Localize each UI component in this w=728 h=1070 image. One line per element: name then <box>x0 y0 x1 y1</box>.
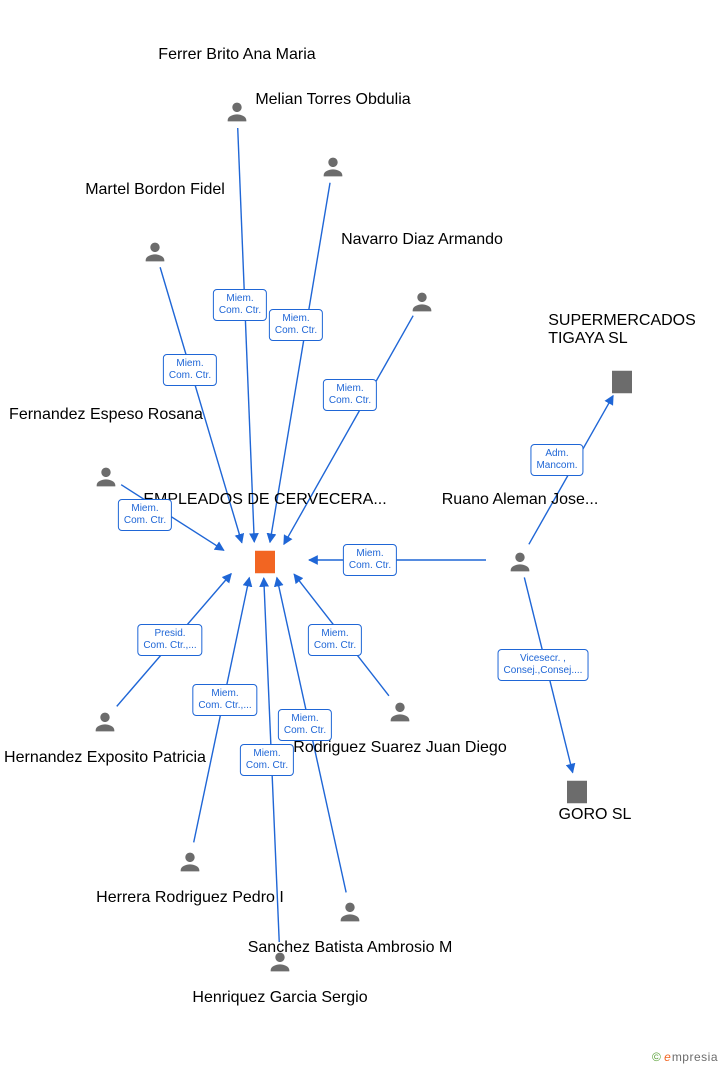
edge-label-ruano-empleados: Miem. Com. Ctr. <box>343 544 397 576</box>
person-icon <box>506 548 534 576</box>
node-label: Herrera Rodriguez Pedro I <box>96 889 284 907</box>
node-label: Fernandez Espeso Rosana <box>9 406 203 424</box>
edge-label-rodriguez-empleados: Miem. Com. Ctr. <box>308 624 362 656</box>
footer-credit: © empresia <box>652 1050 718 1064</box>
node-icon-superm[interactable] <box>607 363 637 397</box>
brand-rest: mpresia <box>672 1050 718 1064</box>
node-icon-herrera[interactable] <box>176 844 204 876</box>
node-icon-fernandez[interactable] <box>92 459 120 491</box>
edge-label-navarro-empleados: Miem. Com. Ctr. <box>323 379 377 411</box>
building-icon <box>250 547 280 577</box>
node-label: Ruano Aleman Jose... <box>442 491 599 509</box>
node-icon-hernandez[interactable] <box>91 704 119 736</box>
node-label: GORO SL <box>559 806 632 824</box>
edge-label-ferrer-empleados: Miem. Com. Ctr. <box>213 289 267 321</box>
node-icon-navarro[interactable] <box>408 284 436 316</box>
node-icon-sanchez[interactable] <box>336 894 364 926</box>
edge-label-sanchez-empleados: Miem. Com. Ctr. <box>278 709 332 741</box>
edge-label-melian-empleados: Miem. Com. Ctr. <box>269 309 323 341</box>
node-icon-goro[interactable] <box>562 773 592 807</box>
diagram-canvas: EMPLEADOS DE CERVECERA... Ferrer Brito A… <box>0 0 728 1070</box>
node-icon-ferrer[interactable] <box>223 94 251 126</box>
node-icon-henriquez[interactable] <box>266 944 294 976</box>
edge-label-ruano-superm: Adm. Mancom. <box>530 444 583 476</box>
edge-label-martel-empleados: Miem. Com. Ctr. <box>163 354 217 386</box>
edge-label-herrera-empleados: Miem. Com. Ctr.,... <box>192 684 257 716</box>
edge-melian-empleados <box>270 183 330 542</box>
node-label: Navarro Diaz Armando <box>341 231 503 249</box>
node-icon-empleados[interactable] <box>250 543 280 577</box>
node-icon-melian[interactable] <box>319 149 347 181</box>
building-icon <box>562 777 592 807</box>
edge-label-henriquez-empleados: Miem. Com. Ctr. <box>240 744 294 776</box>
edges-layer <box>0 0 728 1070</box>
edge-label-fernandez-empleados: Miem. Com. Ctr. <box>118 499 172 531</box>
copyright-symbol: © <box>652 1050 661 1064</box>
person-icon <box>319 153 347 181</box>
person-icon <box>141 238 169 266</box>
node-label: Melian Torres Obdulia <box>255 91 410 109</box>
building-icon <box>607 367 637 397</box>
person-icon <box>92 463 120 491</box>
node-label: Henriquez Garcia Sergio <box>192 989 367 1007</box>
person-icon <box>336 898 364 926</box>
node-label: Martel Bordon Fidel <box>85 181 225 199</box>
node-label: Rodriguez Suarez Juan Diego <box>293 739 506 757</box>
edge-ferrer-empleados <box>238 128 255 542</box>
edge-navarro-empleados <box>284 316 413 545</box>
person-icon <box>91 708 119 736</box>
edge-label-ruano-goro: Vicesecr. , Consej.,Consej.... <box>498 649 589 681</box>
node-label: EMPLEADOS DE CERVECERA... <box>143 491 386 509</box>
node-label: Hernandez Exposito Patricia <box>4 749 206 767</box>
brand-first-letter: e <box>664 1050 671 1064</box>
node-icon-martel[interactable] <box>141 234 169 266</box>
person-icon <box>408 288 436 316</box>
node-icon-ruano[interactable] <box>506 544 534 576</box>
person-icon <box>176 848 204 876</box>
edge-label-hernandez-empleados: Presid. Com. Ctr.,... <box>137 624 202 656</box>
person-icon <box>223 98 251 126</box>
person-icon <box>266 948 294 976</box>
node-icon-rodriguez[interactable] <box>386 694 414 726</box>
node-label: Ferrer Brito Ana Maria <box>158 46 315 64</box>
node-label: SUPERMERCADOS TIGAYA SL <box>548 312 696 348</box>
person-icon <box>386 698 414 726</box>
